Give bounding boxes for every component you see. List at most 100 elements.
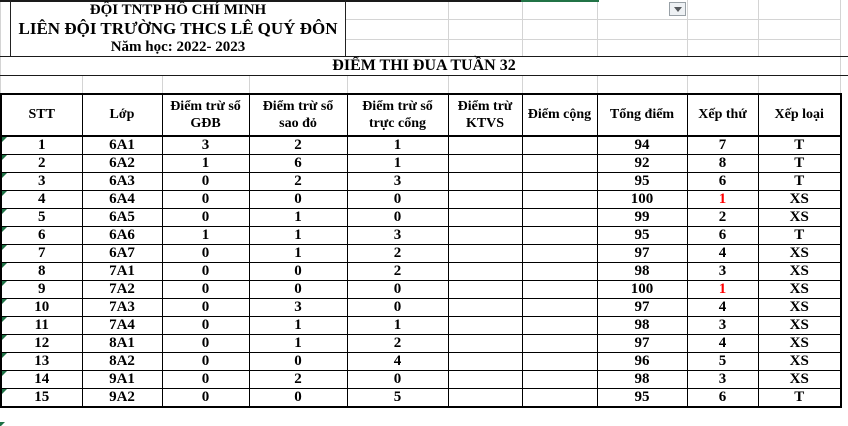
cell-cong[interactable]: [521, 352, 598, 371]
cell-xep-thu[interactable]: 8: [686, 154, 759, 173]
cell-xep-loai[interactable]: XS: [757, 280, 842, 299]
cell-tong[interactable]: 99: [596, 208, 688, 227]
cell-sao-do[interactable]: 3: [248, 298, 348, 317]
cell-truc-cong[interactable]: 0: [346, 370, 449, 389]
cell-sao-do[interactable]: 2: [248, 172, 348, 191]
cell-tong[interactable]: 94: [596, 135, 688, 155]
cell-xep-loai[interactable]: XS: [757, 262, 842, 281]
cell-ktvs[interactable]: [447, 190, 523, 209]
cell-cong[interactable]: [521, 190, 598, 209]
cell-cong[interactable]: [521, 244, 598, 263]
cell-truc-cong[interactable]: 2: [346, 244, 449, 263]
cell-tong[interactable]: 95: [596, 172, 688, 191]
cell-xep-loai[interactable]: XS: [757, 334, 842, 353]
cell-cong[interactable]: [521, 298, 598, 317]
cell-ktvs[interactable]: [447, 244, 523, 263]
cell-gdb[interactable]: 0: [161, 280, 250, 299]
cell-truc-cong[interactable]: 5: [346, 388, 449, 408]
cell-xep-loai[interactable]: T: [757, 172, 842, 191]
cell-tong[interactable]: 100: [596, 280, 688, 299]
col-header-lop[interactable]: Lớp: [81, 93, 163, 137]
cell-lop[interactable]: 6A2: [81, 154, 163, 173]
cell-stt[interactable]: 15: [0, 388, 83, 408]
cell-gdb[interactable]: 1: [161, 226, 250, 245]
cell-ktvs[interactable]: [447, 135, 523, 155]
cell-gdb[interactable]: 0: [161, 298, 250, 317]
col-header-xep-thu[interactable]: Xếp thứ: [686, 93, 759, 137]
cell-stt[interactable]: 5: [0, 208, 83, 227]
cell-tong[interactable]: 95: [596, 388, 688, 408]
cell-gdb[interactable]: 0: [161, 172, 250, 191]
col-header-gdb[interactable]: Điểm trừ sổ GĐB: [161, 93, 250, 137]
cell-xep-loai[interactable]: XS: [757, 244, 842, 263]
cell-stt[interactable]: 2: [0, 154, 83, 173]
cell-truc-cong[interactable]: 3: [346, 172, 449, 191]
cell-cong[interactable]: [521, 172, 598, 191]
cell-stt[interactable]: 8: [0, 262, 83, 281]
cell-tong[interactable]: 100: [596, 190, 688, 209]
cell-ktvs[interactable]: [447, 262, 523, 281]
cell-xep-thu[interactable]: 6: [686, 226, 759, 245]
cell-lop[interactable]: 6A3: [81, 172, 163, 191]
page-title[interactable]: ĐIỂM THI ĐUA TUẦN 32: [332, 57, 516, 74]
cell-lop[interactable]: 7A2: [81, 280, 163, 299]
cell-stt[interactable]: 11: [0, 316, 83, 335]
cell-xep-thu[interactable]: 1: [686, 280, 759, 299]
cell-cong[interactable]: [521, 262, 598, 281]
cell-ktvs[interactable]: [447, 352, 523, 371]
cell-tong[interactable]: 98: [596, 262, 688, 281]
cell-truc-cong[interactable]: 0: [346, 208, 449, 227]
cell-gdb[interactable]: 0: [161, 208, 250, 227]
cell-truc-cong[interactable]: 3: [346, 226, 449, 245]
cell-sao-do[interactable]: 0: [248, 190, 348, 209]
cell-stt[interactable]: 1: [0, 135, 83, 155]
cell-cong[interactable]: [521, 370, 598, 389]
cell-xep-loai[interactable]: T: [757, 154, 842, 173]
cell-xep-thu[interactable]: 4: [686, 298, 759, 317]
cell-xep-thu[interactable]: 6: [686, 388, 759, 408]
cell-truc-cong[interactable]: 2: [346, 334, 449, 353]
cell-xep-loai[interactable]: XS: [757, 190, 842, 209]
cell-cong[interactable]: [521, 135, 598, 155]
cell-xep-thu[interactable]: 4: [686, 244, 759, 263]
cell-sao-do[interactable]: 0: [248, 280, 348, 299]
col-header-truc-cong[interactable]: Điểm trừ sổ trực cổng: [346, 93, 449, 137]
cell-sao-do[interactable]: 1: [248, 226, 348, 245]
cell-ktvs[interactable]: [447, 208, 523, 227]
cell-xep-thu[interactable]: 7: [686, 135, 759, 155]
cell-sao-do[interactable]: 0: [248, 352, 348, 371]
cell-truc-cong[interactable]: 1: [346, 154, 449, 173]
cell-ktvs[interactable]: [447, 154, 523, 173]
col-header-tong-diem[interactable]: Tổng điểm: [596, 93, 688, 137]
cell-stt[interactable]: 3: [0, 172, 83, 191]
cell-sao-do[interactable]: 1: [248, 208, 348, 227]
cell-ktvs[interactable]: [447, 298, 523, 317]
cell-xep-thu[interactable]: 3: [686, 370, 759, 389]
cell-ktvs[interactable]: [447, 280, 523, 299]
cell-ktvs[interactable]: [447, 226, 523, 245]
cell-lop[interactable]: 6A6: [81, 226, 163, 245]
cell-truc-cong[interactable]: 1: [346, 316, 449, 335]
cell-lop[interactable]: 8A2: [81, 352, 163, 371]
cell-xep-loai[interactable]: T: [757, 388, 842, 408]
cell-sao-do[interactable]: 2: [248, 370, 348, 389]
cell-xep-loai[interactable]: T: [757, 226, 842, 245]
cell-sao-do[interactable]: 1: [248, 334, 348, 353]
cell-truc-cong[interactable]: 0: [346, 298, 449, 317]
cell-tong[interactable]: 96: [596, 352, 688, 371]
cell-gdb[interactable]: 0: [161, 262, 250, 281]
cell-cong[interactable]: [521, 208, 598, 227]
cell-gdb[interactable]: 3: [161, 135, 250, 155]
cell-xep-thu[interactable]: 4: [686, 334, 759, 353]
col-header-stt[interactable]: STT: [0, 93, 83, 137]
cell-cong[interactable]: [521, 388, 598, 408]
cell-cong[interactable]: [521, 316, 598, 335]
cell-tong[interactable]: 97: [596, 334, 688, 353]
cell-tong[interactable]: 95: [596, 226, 688, 245]
cell-ktvs[interactable]: [447, 172, 523, 191]
org-line-2[interactable]: LIÊN ĐỘI TRƯỜNG THCS LÊ QUÝ ĐÔN: [18, 19, 338, 38]
col-header-diem-cong[interactable]: Điểm cộng: [521, 93, 598, 137]
cell-sao-do[interactable]: 1: [248, 244, 348, 263]
cell-xep-loai[interactable]: XS: [757, 352, 842, 371]
cell-ktvs[interactable]: [447, 370, 523, 389]
